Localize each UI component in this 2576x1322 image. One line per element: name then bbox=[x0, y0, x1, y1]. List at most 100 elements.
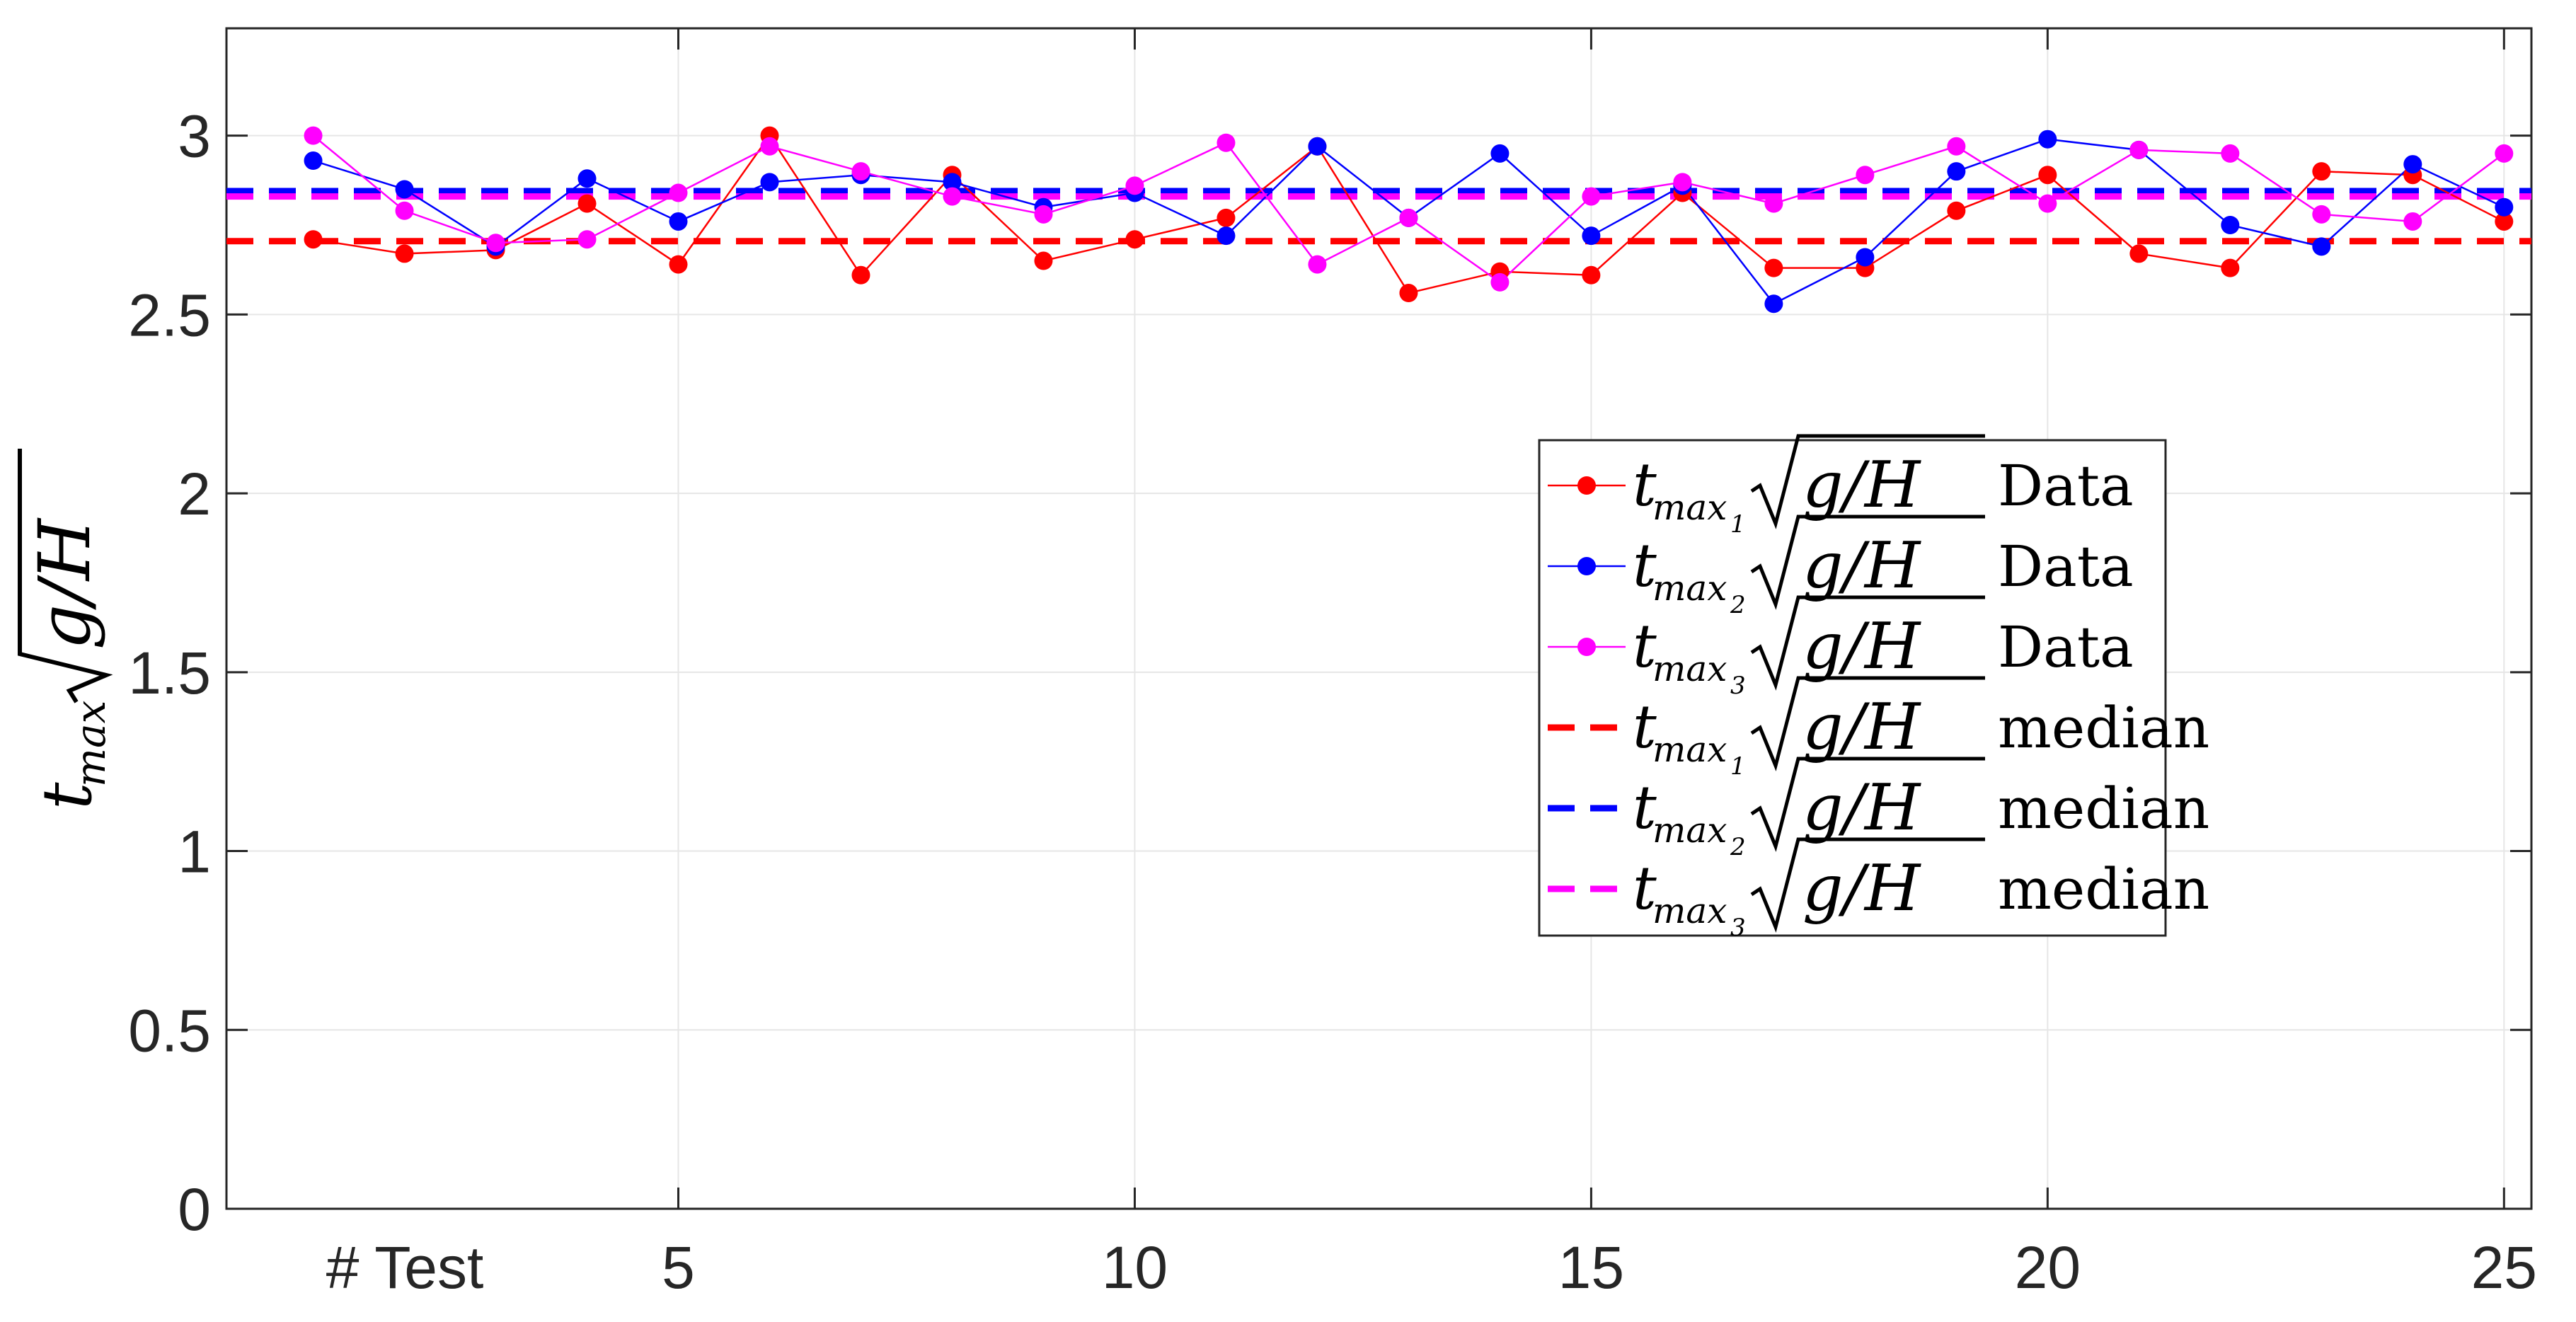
x-axis: 5 10 15 20 25 bbox=[662, 28, 2537, 1301]
legend-subscript-index: 3 bbox=[1730, 914, 1746, 942]
legend-subscript: max bbox=[1652, 568, 1727, 609]
legend-subscript: max bbox=[1652, 810, 1727, 851]
y-tick-label: 2.5 bbox=[128, 282, 211, 348]
data-point bbox=[577, 230, 597, 249]
legend-suffix: Data bbox=[1998, 614, 2134, 680]
legend-radical bbox=[1750, 757, 1985, 852]
data-point bbox=[2129, 140, 2149, 159]
legend-marker bbox=[1577, 638, 1596, 656]
data-point bbox=[2312, 205, 2331, 224]
legend-radicand: g/H bbox=[1802, 771, 1921, 845]
legend-box bbox=[1538, 439, 2167, 937]
data-point bbox=[2403, 155, 2422, 174]
data-point bbox=[304, 230, 323, 249]
y-label-subscript: max bbox=[67, 701, 115, 787]
legend-base: t bbox=[1633, 853, 1657, 923]
legend-base: t bbox=[1633, 692, 1657, 761]
x-tick-label: 15 bbox=[1558, 1234, 1624, 1301]
data-point bbox=[1947, 137, 1966, 156]
data-point bbox=[2312, 237, 2331, 256]
data-point bbox=[1673, 173, 1692, 192]
legend-subscript: max bbox=[1652, 890, 1727, 931]
data-point bbox=[1582, 226, 1601, 246]
legend-subscript: max bbox=[1652, 487, 1727, 528]
data-point bbox=[1490, 272, 1510, 292]
data-point bbox=[1217, 133, 1236, 152]
legend-subscript: max bbox=[1652, 729, 1727, 770]
data-point bbox=[2038, 166, 2057, 185]
data-point bbox=[2038, 194, 2057, 213]
data-point bbox=[304, 151, 323, 171]
x-tick-label: 20 bbox=[2015, 1234, 2081, 1301]
y-tick-label: 0 bbox=[178, 1176, 211, 1243]
data-point bbox=[2495, 197, 2514, 217]
data-point bbox=[1582, 187, 1601, 206]
plot-area bbox=[225, 27, 2533, 1210]
data-point bbox=[943, 187, 962, 206]
data-point bbox=[1217, 208, 1236, 227]
data-point bbox=[1764, 258, 1783, 277]
data-point bbox=[577, 169, 597, 188]
data-point bbox=[760, 137, 779, 156]
legend-subscript: max bbox=[1652, 648, 1727, 689]
data-point bbox=[1856, 166, 1875, 185]
data-point bbox=[2403, 212, 2422, 231]
x-axis-label: # Test bbox=[326, 1234, 484, 1301]
data-point bbox=[577, 194, 597, 213]
data-point bbox=[669, 255, 688, 274]
data-point bbox=[2495, 212, 2514, 231]
legend-marker bbox=[1577, 557, 1596, 575]
legend-subscript-index: 2 bbox=[1730, 591, 1746, 619]
y-tick-label: 1.5 bbox=[128, 640, 211, 706]
y-tick-label: 2 bbox=[178, 461, 211, 527]
x-tick-label: 25 bbox=[2471, 1234, 2537, 1301]
legend-base: t bbox=[1633, 773, 1657, 842]
data-point bbox=[2038, 130, 2057, 149]
legend-subscript-index: 3 bbox=[1730, 672, 1746, 700]
legend-subscript-index: 1 bbox=[1730, 510, 1746, 539]
legend-suffix: median bbox=[1998, 695, 2209, 761]
legend-subscript-index: 2 bbox=[1730, 833, 1746, 861]
legend-radical bbox=[1750, 515, 1985, 610]
data-point bbox=[1399, 284, 1418, 303]
legend-radical bbox=[1750, 676, 1985, 771]
data-point bbox=[1308, 137, 1327, 156]
legend-radical bbox=[1750, 837, 1985, 933]
y-tick-label: 1 bbox=[178, 819, 211, 885]
data-point bbox=[1217, 226, 1236, 246]
data-point bbox=[1856, 248, 1875, 267]
legend-base: t bbox=[1633, 450, 1657, 519]
legend-radical bbox=[1750, 434, 1985, 529]
data-point bbox=[395, 244, 414, 263]
y-label-radicand: g/H bbox=[23, 517, 106, 650]
legend-radicand: g/H bbox=[1802, 851, 1921, 926]
legend-base: t bbox=[1633, 611, 1657, 681]
legend-radicand: g/H bbox=[1802, 529, 1921, 603]
legend-suffix: Data bbox=[1998, 453, 2134, 519]
data-point bbox=[1034, 251, 1053, 270]
data-point bbox=[1308, 255, 1327, 274]
data-point bbox=[1582, 265, 1601, 284]
legend-suffix: Data bbox=[1998, 534, 2134, 599]
legend-marker bbox=[1577, 476, 1596, 495]
data-point bbox=[2221, 144, 2240, 163]
data-point bbox=[1490, 144, 1510, 163]
median-lines bbox=[226, 188, 2531, 245]
data-point bbox=[669, 212, 688, 231]
legend-subscript-index: 1 bbox=[1730, 752, 1746, 781]
data-point bbox=[1399, 208, 1418, 227]
data-point bbox=[851, 265, 870, 284]
y-tick-label: 3 bbox=[178, 103, 211, 170]
data-point bbox=[486, 234, 505, 253]
data-point bbox=[1947, 162, 1966, 181]
data-point bbox=[1947, 201, 1966, 220]
legend-radicand: g/H bbox=[1802, 609, 1921, 684]
x-tick-label: 5 bbox=[662, 1234, 695, 1301]
series-markers bbox=[304, 126, 2514, 314]
y-tick-label: 0.5 bbox=[128, 997, 211, 1064]
data-point bbox=[2312, 162, 2331, 181]
data-point bbox=[2495, 144, 2514, 163]
data-point bbox=[669, 183, 688, 202]
data-point bbox=[760, 173, 779, 192]
